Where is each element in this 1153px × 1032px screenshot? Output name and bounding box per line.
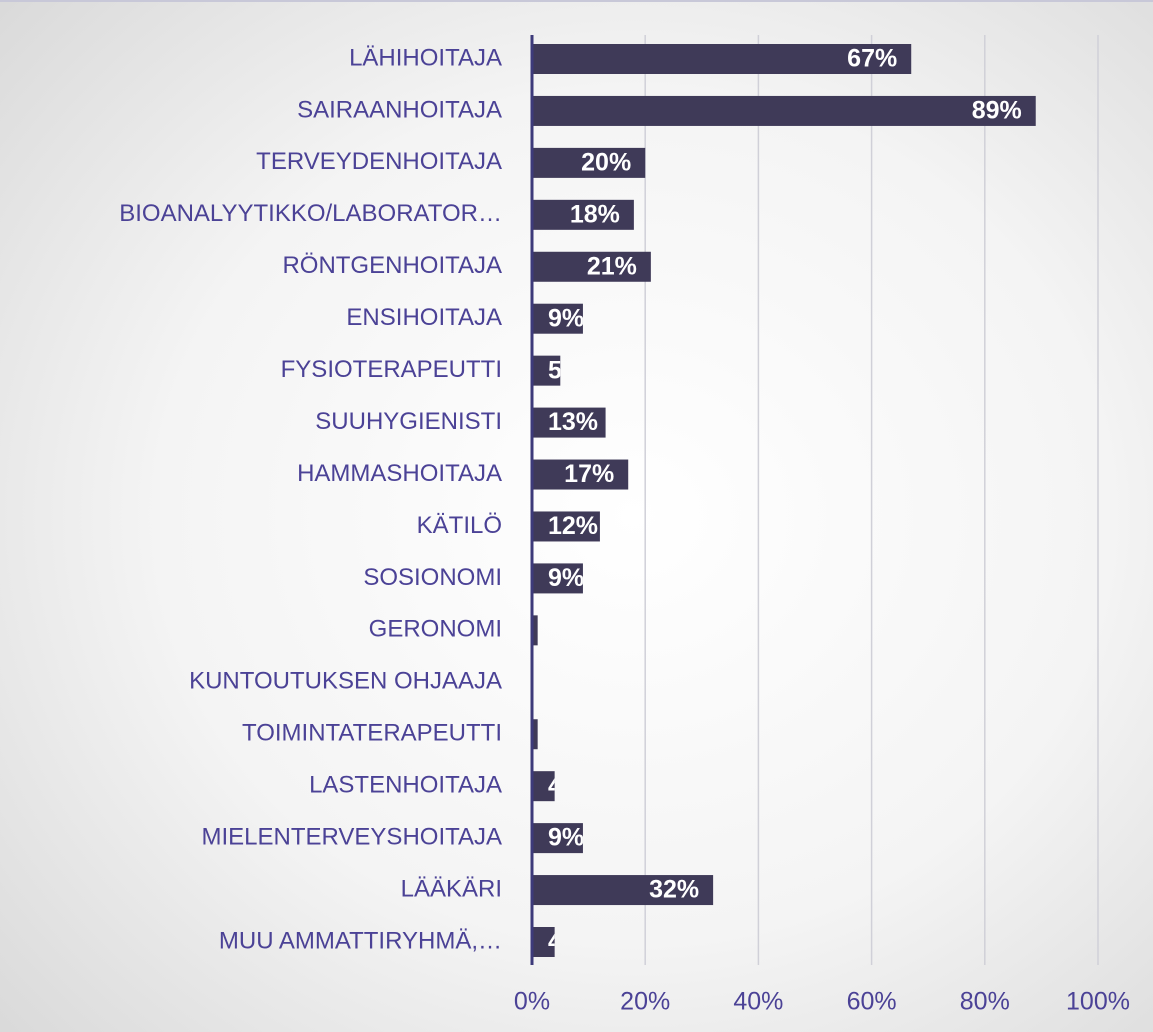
category-label: LASTENHOITAJA: [309, 772, 502, 799]
x-tick-label: 100%: [1066, 988, 1130, 1016]
category-label: GERONOMI: [369, 616, 502, 643]
bar: [532, 95, 1036, 126]
bar: [532, 719, 538, 750]
value-label: 9%: [548, 824, 584, 852]
value-label: 18%: [570, 200, 620, 228]
value-label: 32%: [649, 876, 699, 904]
bar: [532, 927, 555, 957]
category-label: TERVEYDENHOITAJA: [256, 148, 502, 175]
x-tick-label: 0%: [514, 988, 550, 1016]
bar: [532, 823, 583, 854]
category-label: RÖNTGENHOITAJA: [282, 252, 502, 279]
category-label: KÄTILÖ: [417, 512, 502, 539]
value-label: 89%: [972, 97, 1022, 125]
category-label: LÄHIHOITAJA: [349, 44, 502, 71]
bar: [532, 563, 583, 594]
x-tick-label: 20%: [620, 988, 670, 1016]
category-label: HAMMASHOITAJA: [297, 460, 502, 487]
bar: [532, 875, 714, 906]
bar: [532, 199, 634, 230]
x-tick-label: 40%: [733, 988, 783, 1016]
value-label: 9%: [548, 304, 584, 332]
value-label: 20%: [581, 148, 631, 176]
value-label: 13%: [548, 408, 598, 436]
value-label: 4%: [548, 928, 584, 956]
category-label: FYSIOTERAPEUTTI: [281, 356, 502, 383]
value-label: 21%: [587, 252, 637, 280]
bar: [532, 511, 600, 542]
bar: [532, 44, 912, 74]
value-label: 12%: [548, 512, 598, 540]
bar: [532, 303, 583, 334]
bar: [532, 407, 606, 438]
bar: [532, 771, 555, 802]
category-label: SAIRAANHOITAJA: [297, 96, 502, 123]
category-label: MIELENTERVEYSHOITAJA: [201, 823, 502, 850]
category-label: TOIMINTATERAPEUTTI: [242, 720, 502, 747]
bar: [532, 355, 561, 386]
category-label: MUU AMMATTIRYHMÄ,…: [219, 927, 502, 954]
category-label: SUUHYGIENISTI: [315, 408, 502, 435]
bar: [532, 147, 646, 178]
value-label: 17%: [564, 460, 614, 488]
value-label: 9%: [548, 564, 584, 592]
value-label: 4%: [548, 772, 584, 800]
category-label: LÄÄKÄRI: [401, 875, 502, 902]
x-tick-label: 80%: [960, 988, 1010, 1016]
bar: [532, 615, 538, 646]
category-label: KUNTOUTUKSEN OHJAAJA: [189, 668, 502, 695]
category-label: ENSIHOITAJA: [346, 304, 502, 331]
value-label: 67%: [847, 45, 897, 73]
bar: [532, 459, 629, 490]
bar: [532, 251, 651, 282]
x-tick-label: 60%: [847, 988, 897, 1016]
value-label: 5%: [548, 356, 584, 384]
category-label: BIOANALYYTIKKO/LABORATOR…: [119, 200, 502, 227]
category-label: SOSIONOMI: [363, 564, 502, 591]
